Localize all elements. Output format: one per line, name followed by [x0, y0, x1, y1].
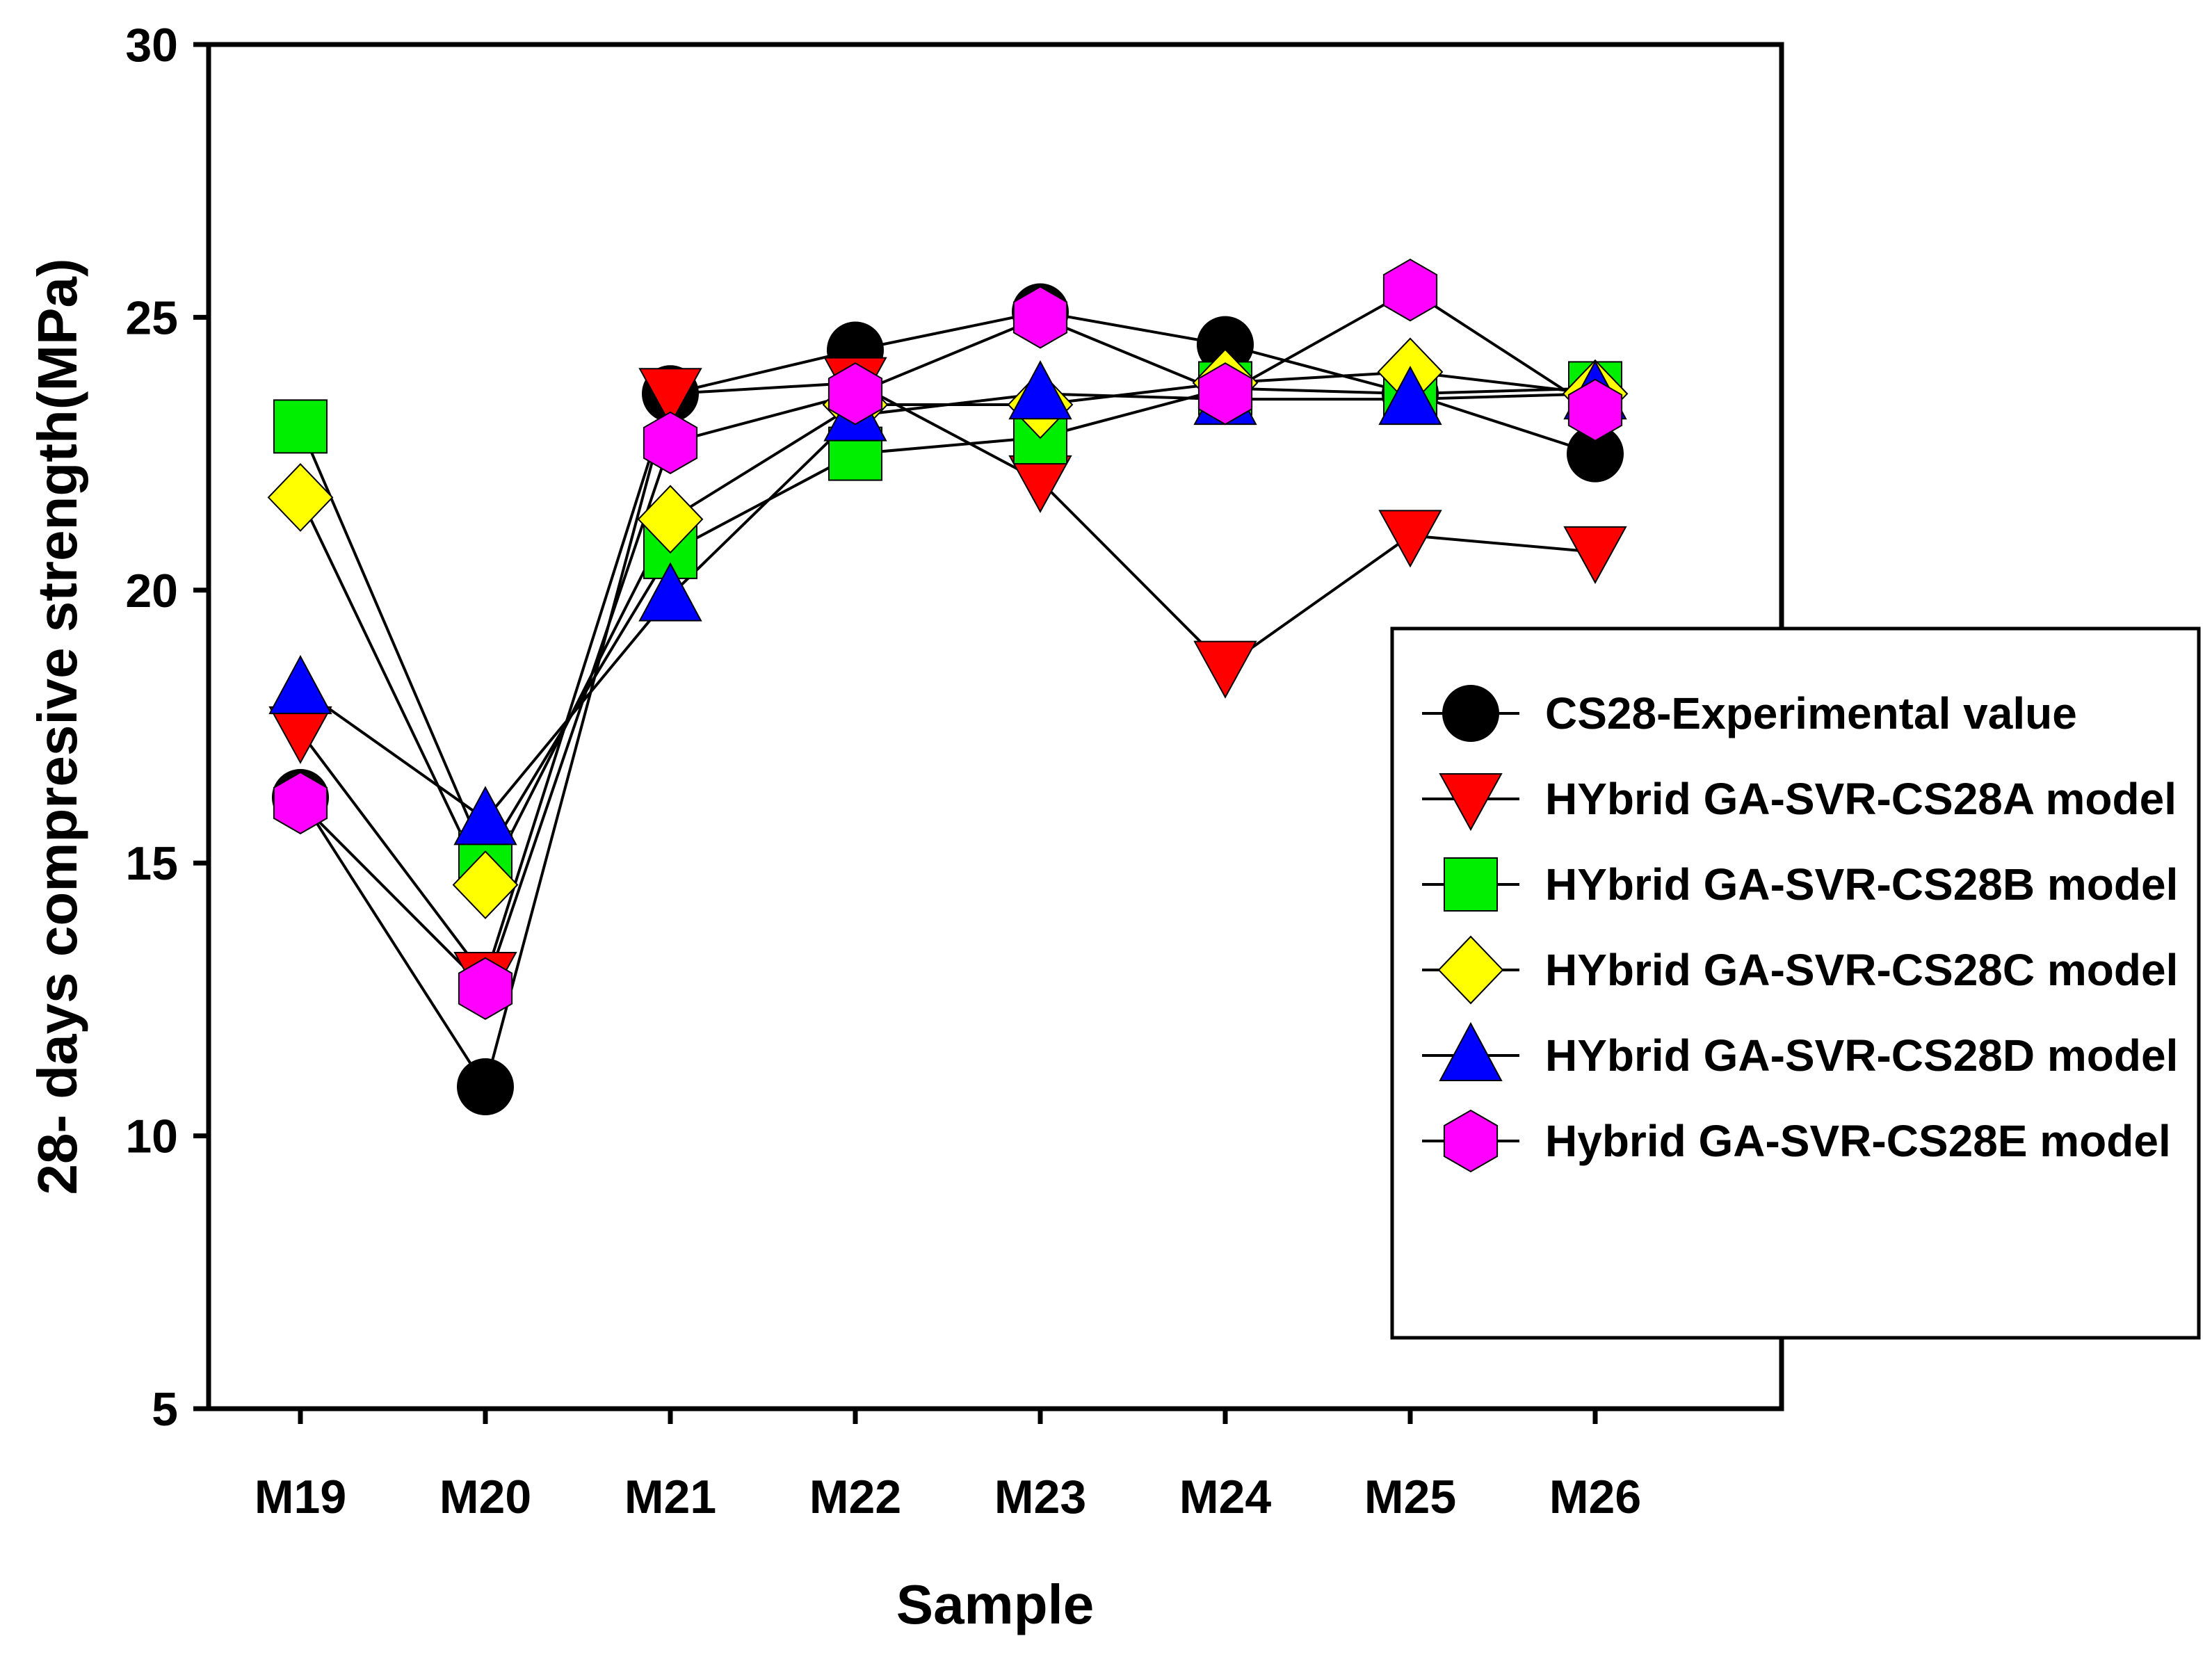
- data-point-s6-M25: [1382, 259, 1438, 322]
- data-point-s5-M23: [1008, 360, 1072, 420]
- y-tick-label: 20: [125, 565, 178, 617]
- x-tick-label: M26: [1549, 1471, 1641, 1523]
- legend-marker-2: [1439, 773, 1503, 832]
- series-line-1: [299, 310, 1596, 1090]
- data-point-s1-M20: [457, 1058, 514, 1115]
- data-point-s2-M25: [1378, 510, 1442, 568]
- data-point-s6-M26: [1567, 378, 1623, 442]
- x-tick-label: M20: [439, 1471, 531, 1523]
- data-point-s5-M21: [638, 562, 702, 622]
- legend-marker-1: [1442, 685, 1499, 742]
- data-point-s4-M20: [452, 850, 519, 920]
- data-point-s2-M21: [638, 368, 702, 426]
- data-point-s4-M19: [267, 462, 334, 532]
- x-tick-label: M23: [994, 1471, 1086, 1523]
- y-axis-title: 28- days compresive strength(MPa): [26, 258, 88, 1195]
- data-point-s6-M22: [828, 362, 883, 426]
- x-axis-title: Sample: [896, 1573, 1095, 1635]
- y-tick-label: 15: [125, 837, 178, 890]
- legend-label-3: HYbrid GA-SVR-CS28B model: [1545, 859, 2178, 909]
- data-point-s6-M19: [273, 771, 328, 835]
- x-tick-label: M24: [1179, 1471, 1271, 1523]
- data-point-s6-M23: [1012, 286, 1068, 349]
- data-point-s6-M21: [643, 411, 698, 475]
- legend-box: [1390, 626, 2201, 1340]
- data-point-s6-M20: [458, 957, 513, 1020]
- x-tick-label: M25: [1364, 1471, 1456, 1523]
- legend-label-2: HYbrid GA-SVR-CS28A model: [1545, 774, 2177, 824]
- legend-label-1: CS28-Experimental value: [1545, 688, 2077, 738]
- y-tick-label: 5: [152, 1383, 178, 1436]
- legend-label-4: HYbrid GA-SVR-CS28C model: [1545, 945, 2178, 995]
- data-point-s4-M21: [637, 485, 704, 554]
- x-tick-label: M21: [624, 1471, 716, 1523]
- series-lines: [299, 288, 1597, 1090]
- legend-label-6: Hybrid GA-SVR-CS28E model: [1545, 1116, 2171, 1166]
- axes: 5 10 15 20 25 30 M19 M20 M21 M22 M23 M24 M25 M26 Sampl…: [26, 19, 1784, 1635]
- y-tick-label: 25: [125, 291, 178, 344]
- legend: CS28-Experimental value HYbrid GA-SVR-CS2…: [1390, 626, 2201, 1340]
- data-point-s2-M26: [1563, 526, 1627, 584]
- series-markers: [267, 259, 1629, 1115]
- series-line-3: [299, 387, 1596, 861]
- data-point-s5-M20: [453, 786, 517, 845]
- data-point-s5-M25: [1378, 366, 1442, 426]
- legend-marker-6: [1443, 1109, 1499, 1173]
- data-point-s2-M24: [1193, 640, 1257, 699]
- legend-marker-5: [1439, 1021, 1503, 1081]
- series-line-5: [299, 392, 1596, 822]
- x-tick-label: M19: [255, 1471, 346, 1523]
- data-point-s3-M19: [273, 399, 328, 454]
- legend-marker-4: [1437, 935, 1504, 1005]
- series-line-2: [299, 381, 1596, 981]
- x-tick-label: M22: [809, 1471, 901, 1523]
- series-line-6: [299, 288, 1597, 992]
- legend-label-5: HYbrid GA-SVR-CS28D model: [1545, 1030, 2178, 1081]
- data-point-s5-M19: [268, 654, 332, 715]
- data-point-s6-M24: [1197, 362, 1253, 426]
- y-tick-label: 10: [125, 1110, 178, 1163]
- y-tick-label: 30: [125, 19, 178, 72]
- legend-marker-3: [1444, 857, 1498, 912]
